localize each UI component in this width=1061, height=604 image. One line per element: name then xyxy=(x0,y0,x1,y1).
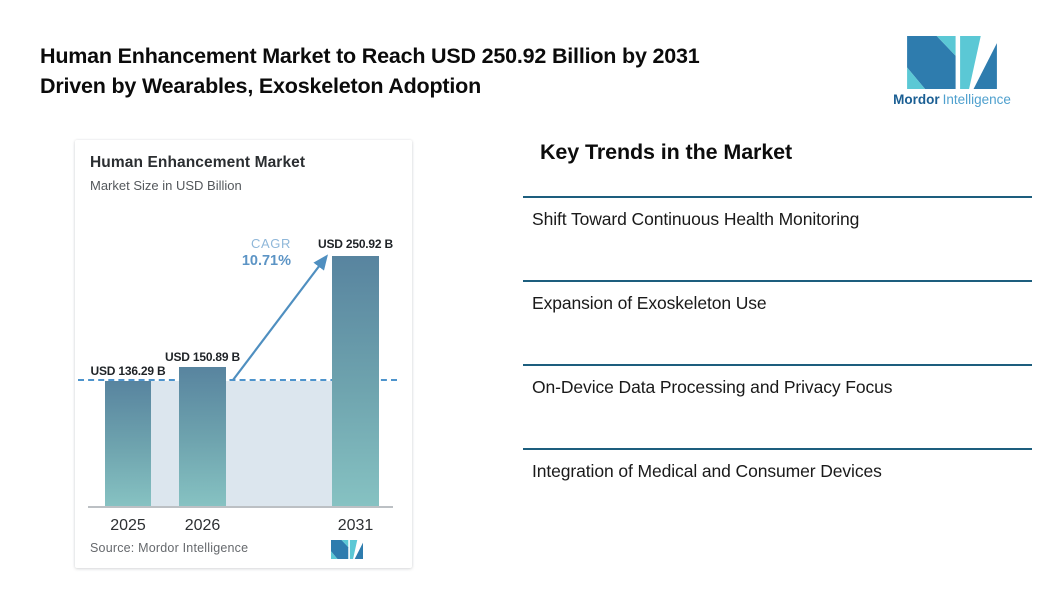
chart-watermark-logo-icon xyxy=(331,540,363,559)
brand-wordmark: Mordor Intelligence xyxy=(888,92,1016,107)
bar-value-label-2031: USD 250.92 B xyxy=(318,237,393,251)
page-title-line2: Driven by Wearables, Exoskeleton Adoptio… xyxy=(40,74,482,98)
brand-logo: Mordor Intelligence xyxy=(888,36,1016,107)
market-chart-card: Human Enhancement Market Market Size in … xyxy=(75,140,412,568)
brand-name-bold: Mordor xyxy=(893,92,940,107)
trend-item-on-device-privacy: On-Device Data Processing and Privacy Fo… xyxy=(523,364,1032,448)
mordor-intelligence-logo-icon xyxy=(907,36,997,89)
chart-title: Human Enhancement Market xyxy=(90,154,306,171)
page-title: Human Enhancement Market to Reach USD 25… xyxy=(40,41,700,101)
cagr-value: 10.71% xyxy=(241,253,291,269)
key-trends-heading: Key Trends in the Market xyxy=(540,140,793,164)
chart-source-text: Source: Mordor Intelligence xyxy=(90,541,249,555)
x-tick-2025: 2025 xyxy=(110,517,146,534)
bar-2031 xyxy=(332,256,379,506)
trend-item-medical-consumer-integration: Integration of Medical and Consumer Devi… xyxy=(523,448,1032,532)
x-tick-2026: 2026 xyxy=(184,517,221,534)
key-trends-list: Shift Toward Continuous Health Monitorin… xyxy=(523,196,1032,532)
bar-value-label-2026: USD 150.89 B xyxy=(165,350,240,364)
chart-x-axis-line xyxy=(88,506,393,508)
cagr-label: CAGR xyxy=(251,236,291,251)
x-tick-2031: 2031 xyxy=(337,517,374,534)
brand-name-light: Intelligence xyxy=(942,92,1011,107)
bar-value-label-2025: USD 136.29 B xyxy=(90,364,166,378)
bar-2025 xyxy=(105,381,151,506)
cagr-annotation: CAGR 10.71% xyxy=(242,236,291,269)
trend-item-exoskeleton-use: Expansion of Exoskeleton Use xyxy=(523,280,1032,364)
chart-subtitle: Market Size in USD Billion xyxy=(90,178,242,193)
trend-item-health-monitoring: Shift Toward Continuous Health Monitorin… xyxy=(523,196,1032,280)
bar-2026 xyxy=(179,367,226,506)
page-title-line1: Human Enhancement Market to Reach USD 25… xyxy=(40,44,700,68)
